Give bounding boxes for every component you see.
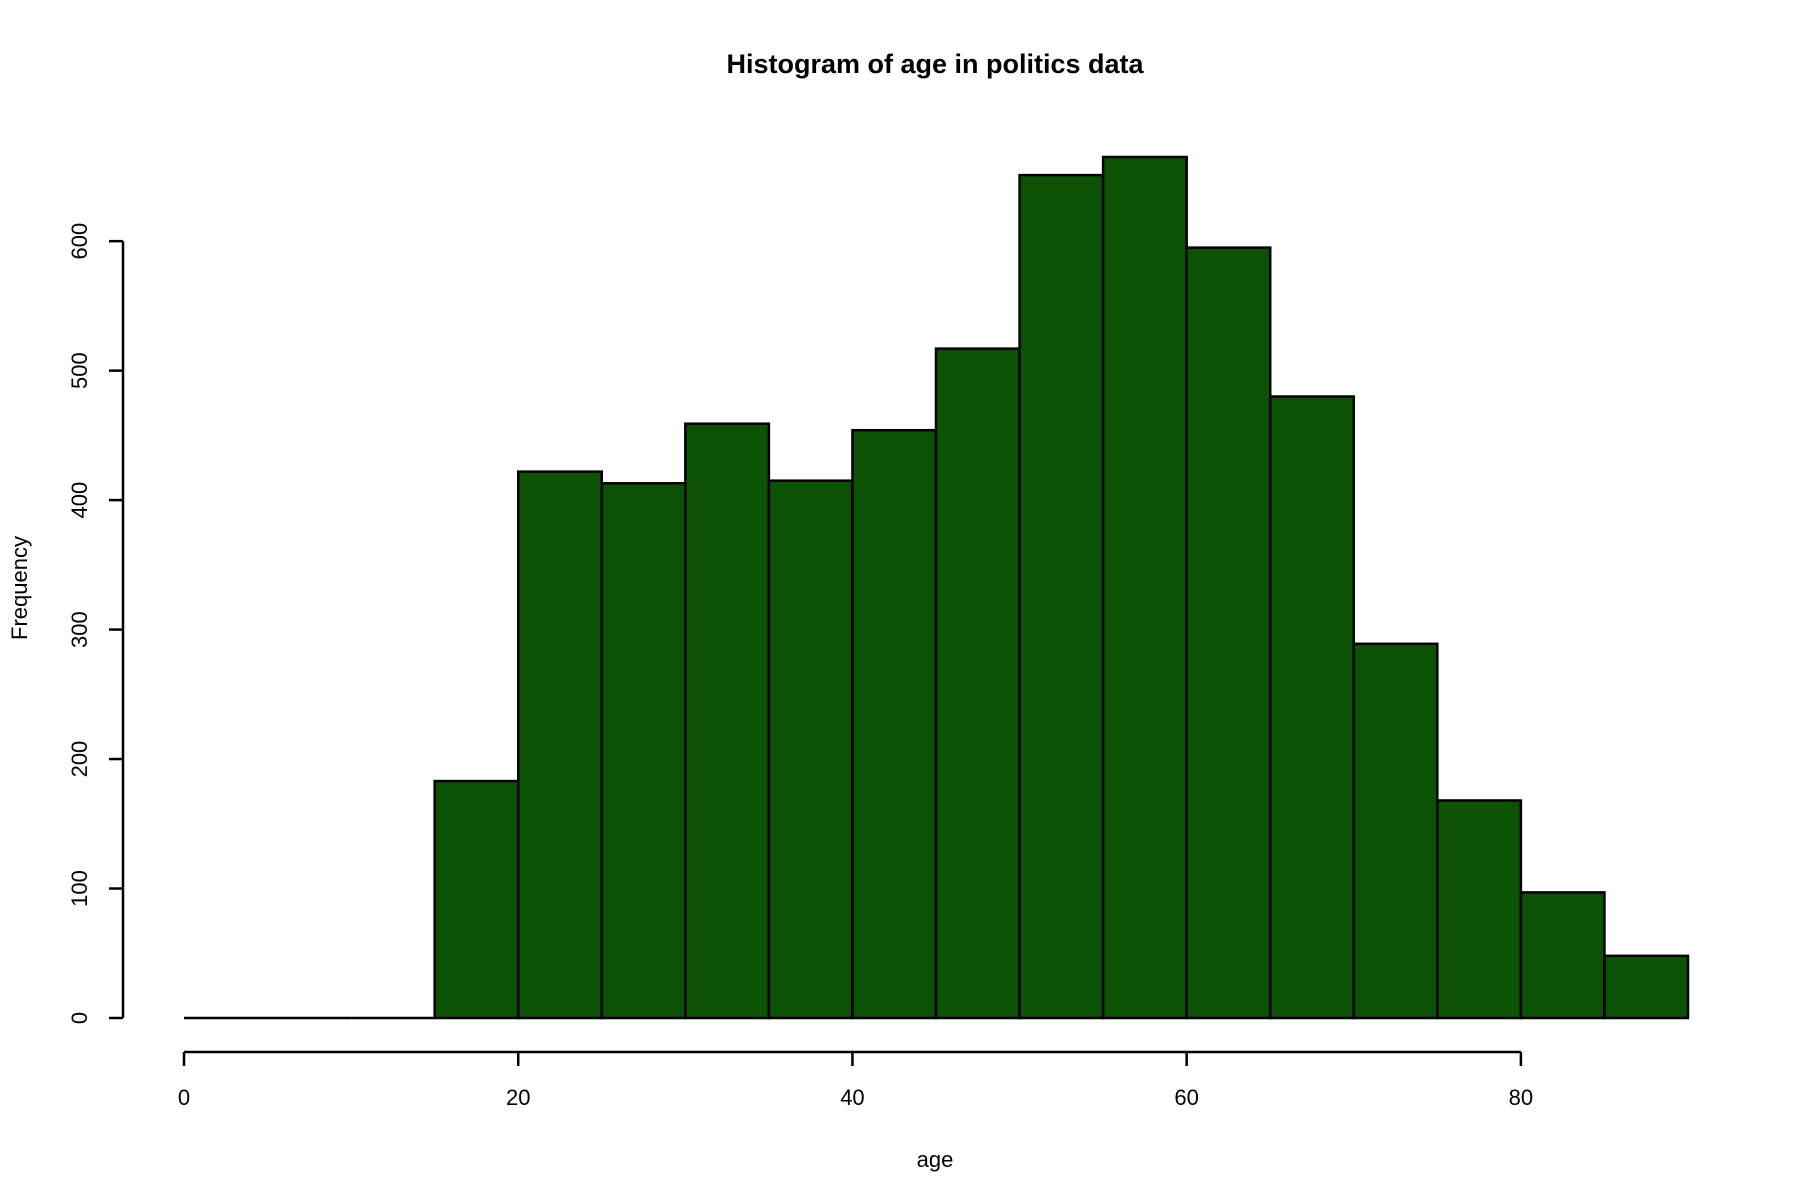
bar-10 [1018, 173, 1105, 1020]
bar-8 [851, 428, 938, 1020]
bar-4 [516, 470, 604, 1020]
chart-title: Histogram of age in politics data [726, 49, 1144, 79]
bar-13 [1268, 395, 1356, 1020]
y-tick-label-300: 300 [67, 611, 92, 648]
x-tick-label-20: 20 [506, 1085, 530, 1110]
y-tick-label-400: 400 [67, 482, 92, 519]
bar-5 [600, 482, 687, 1020]
x-axis-label: age [917, 1147, 954, 1172]
bar-6 [684, 422, 771, 1020]
y-axis-label: Frequency [7, 536, 32, 640]
bar-3 [433, 779, 520, 1020]
bar-11 [1101, 155, 1188, 1020]
x-tick-label-40: 40 [840, 1085, 864, 1110]
bar-15 [1436, 799, 1523, 1020]
bar-12 [1185, 246, 1272, 1020]
y-tick-label-0: 0 [67, 1012, 92, 1024]
x-tick-label-80: 80 [1509, 1085, 1533, 1110]
bar-14 [1352, 642, 1439, 1020]
y-tick-label-200: 200 [67, 741, 92, 778]
bar-7 [767, 479, 854, 1020]
x-tick-label-0: 0 [178, 1085, 190, 1110]
bars-group [184, 155, 1690, 1020]
y-tick-label-100: 100 [67, 870, 92, 907]
x-tick-label-60: 60 [1174, 1085, 1198, 1110]
bar-17 [1603, 954, 1690, 1020]
y-tick-label-500: 500 [67, 352, 92, 389]
bar-16 [1519, 891, 1606, 1020]
y-axis: 0 100 200 300 400 500 600 [67, 223, 125, 1024]
y-tick-label-600: 600 [67, 223, 92, 260]
bar-9 [934, 347, 1021, 1020]
x-axis: 0 20 40 60 80 [178, 1050, 1533, 1110]
